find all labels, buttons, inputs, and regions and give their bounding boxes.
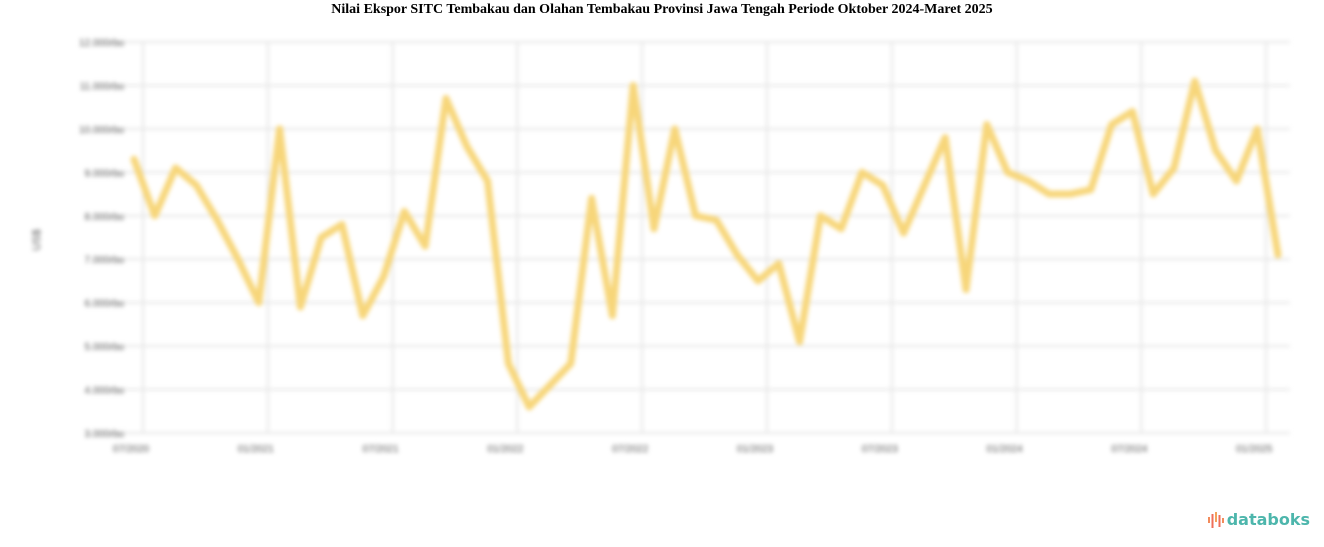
x-tick-label: 07/2023 [862,444,899,455]
data-point [963,286,969,293]
series-line [130,77,1282,411]
data-point [547,382,553,389]
data-point [900,230,907,237]
data-point [1254,125,1261,132]
data-point [443,95,449,102]
data-point [1233,178,1240,185]
x-tick-label: 01/2022 [487,444,524,455]
data-point [1004,169,1011,176]
data-point [276,125,283,132]
chart-title: Nilai Ekspor SITC Tembakau dan Olahan Te… [331,2,993,17]
data-point [255,299,262,306]
data-point [983,121,990,128]
y-tick-label: 4.000rbu [85,386,124,397]
data-point [651,225,657,232]
data-point [1171,164,1177,171]
data-point [713,217,720,224]
data-point [1025,178,1032,185]
data-point [131,156,137,163]
data-point [1129,108,1136,115]
data-point [401,208,408,215]
data-point [1191,78,1198,85]
data-point [671,125,678,132]
data-point [921,182,928,189]
data-point [214,217,221,224]
data-point [339,221,345,228]
data-point [1275,251,1281,258]
y-tick-label: 11.000rbu [80,81,124,92]
data-point [1108,121,1115,128]
x-tick-label: 01/2023 [737,444,774,455]
data-point [630,82,637,89]
data-point [484,178,491,185]
data-point [692,212,699,219]
data-point [775,260,782,267]
data-point [297,304,304,311]
data-point [609,312,616,319]
y-tick-label: 10.000rbu [79,125,124,136]
data-point [567,360,574,367]
data-point [817,212,824,219]
data-point [422,243,429,250]
data-point [151,212,158,219]
x-tick-label: 01/2025 [1236,444,1273,455]
y-tick-label: 7.000rbu [85,255,124,266]
data-point [1212,147,1219,154]
data-point [942,134,949,141]
data-point [838,225,845,232]
data-point [505,360,512,367]
data-point [755,277,761,284]
data-point [1067,191,1073,198]
y-tick-label: 6.000rbu [85,299,124,310]
data-point [1087,186,1094,193]
y-tick-label: 8.000rbu [85,212,124,223]
data-point [318,234,325,241]
data-point [359,312,366,319]
data-point [526,403,533,410]
y-tick-label: 9.000rbu [85,168,124,179]
logo-bars-icon [1207,511,1224,528]
data-point [463,143,470,150]
data-point [172,164,179,171]
x-tick-label: 07/2022 [612,444,649,455]
x-tick-label: 01/2024 [987,444,1024,455]
data-point [1150,191,1157,198]
x-tick-label: 07/2020 [113,444,150,455]
y-axis-label: US$ [31,229,43,250]
x-tick-label: 01/2021 [238,444,275,455]
y-tick-label: 3.000rbu [85,429,124,440]
data-point [193,182,200,189]
data-point [235,256,241,263]
data-point [1046,191,1053,198]
y-tick-label: 5.000rbu [85,342,124,353]
data-point [879,182,886,189]
y-tick-label: 12.000rbu [79,38,124,49]
x-tick-label: 07/2024 [1111,444,1148,455]
line-chart: 3.000rbu 4.000rbu 5.000rbu 6.000rbu 7.000rbu… [31,38,1290,455]
data-point [588,195,595,202]
data-point [859,169,865,176]
data-point [380,273,387,280]
x-tick-label: 07/2021 [363,444,400,455]
databoks-logo: databoks [1207,510,1310,529]
data-point [734,251,741,258]
logo-text: databoks [1226,510,1310,529]
data-point [796,338,803,345]
